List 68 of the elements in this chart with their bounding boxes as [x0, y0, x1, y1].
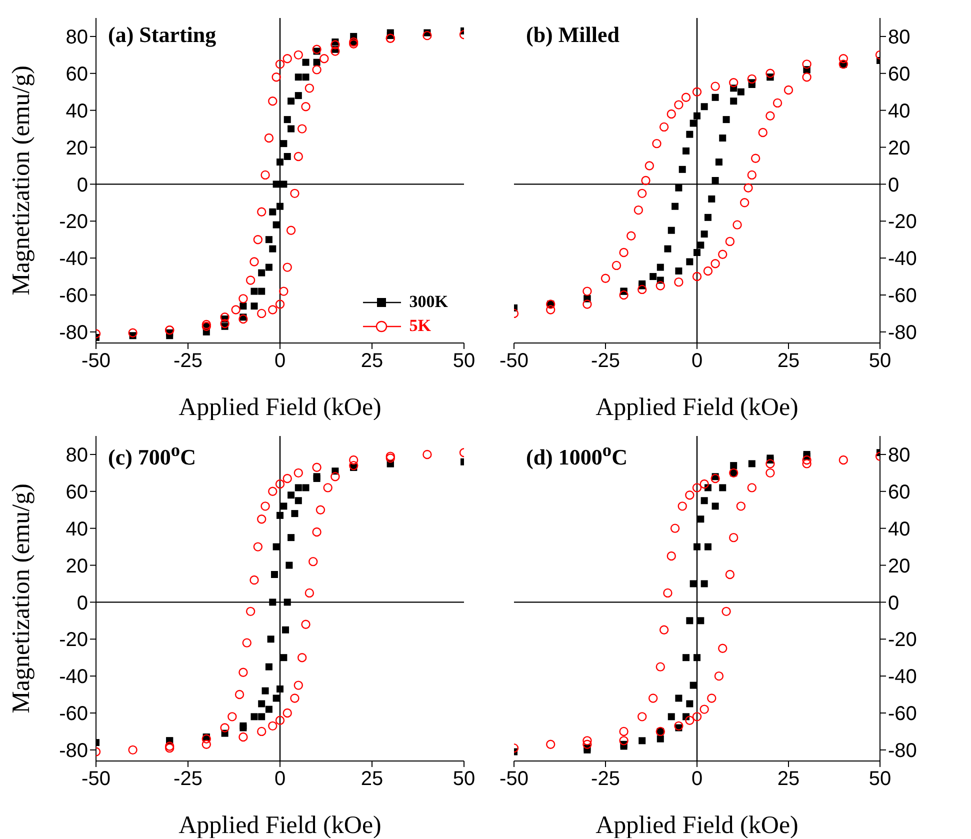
chart-title: (d) 1000$^{o}$C — [526, 440, 628, 470]
y2-tick-label: -40 — [888, 666, 917, 688]
y-tick-label: 20 — [66, 137, 88, 160]
y2-tick-label: 80 — [888, 444, 910, 467]
y-tick-label: -60 — [59, 285, 88, 308]
y-tick-label: -40 — [59, 666, 88, 688]
y2-tick-label: 60 — [888, 482, 910, 504]
x-axis-title: Applied Field (kOe) — [596, 812, 798, 839]
y-tick-label: -20 — [59, 629, 88, 652]
y-tick-label: 40 — [66, 100, 88, 122]
y-tick-label: -80 — [59, 322, 88, 344]
chart-title: (b) Milled — [526, 22, 620, 48]
y-tick-label: -20 — [59, 211, 88, 234]
y-tick-label: -40 — [59, 248, 88, 270]
y2-tick-label: 20 — [888, 137, 910, 160]
y-tick-label: 0 — [76, 174, 88, 196]
y2-tick-label: 40 — [888, 100, 910, 122]
x-tick-label: 0 — [691, 350, 703, 372]
x-tick-label: 0 — [274, 350, 286, 372]
x-tick-label: 50 — [452, 768, 476, 790]
chart-title: (a) Starting — [108, 22, 216, 48]
y-tick-label: 60 — [66, 64, 88, 86]
y2-tick-label: -80 — [888, 322, 917, 344]
y2-tick-label: 60 — [888, 64, 910, 86]
x-tick-label: 50 — [868, 768, 892, 790]
y2-tick-label: -40 — [888, 248, 917, 270]
y-axis-title: Magnetization (emu/g) — [8, 484, 35, 714]
legend-label: 300K — [409, 292, 448, 312]
x-tick-label: -50 — [82, 350, 110, 372]
x-tick-label: 25 — [360, 350, 384, 372]
x-tick-label: 0 — [691, 768, 703, 790]
y-tick-label: 80 — [66, 444, 88, 467]
y2-tick-label: 80 — [888, 26, 910, 49]
x-tick-label: 0 — [274, 768, 286, 790]
x-tick-label: 50 — [868, 350, 892, 372]
y-tick-label: 60 — [66, 482, 88, 504]
y2-tick-label: 40 — [888, 518, 910, 540]
y2-tick-label: -60 — [888, 703, 917, 726]
legend-label: 5K — [409, 316, 431, 336]
y2-tick-label: 0 — [888, 174, 900, 196]
x-tick-label: -50 — [500, 350, 528, 372]
x-axis-title: Applied Field (kOe) — [178, 812, 382, 839]
x-axis-title: Applied Field (kOe) — [596, 394, 798, 421]
y-tick-label: 80 — [66, 26, 88, 49]
y-tick-label: -60 — [59, 703, 88, 726]
x-tick-label: -25 — [174, 768, 202, 790]
chart-title: (c) 700$^{o}$C — [108, 440, 196, 470]
y2-tick-label: -80 — [888, 740, 917, 762]
x-tick-label: -25 — [591, 350, 620, 372]
y-tick-label: 20 — [66, 555, 88, 578]
x-tick-label: 25 — [360, 768, 384, 790]
y-axis-title: Magnetization (emu/g) — [8, 66, 35, 296]
y2-tick-label: 0 — [888, 592, 900, 614]
x-tick-label: -50 — [82, 768, 110, 790]
x-tick-label: 50 — [452, 350, 476, 372]
x-tick-label: 25 — [777, 350, 800, 372]
y2-tick-label: -20 — [888, 629, 917, 652]
y-tick-label: 40 — [66, 518, 88, 540]
y2-tick-label: -60 — [888, 285, 917, 308]
x-tick-label: -50 — [500, 768, 528, 790]
y2-tick-label: -20 — [888, 211, 917, 234]
x-tick-label: -25 — [174, 350, 202, 372]
y-tick-label: -80 — [59, 740, 88, 762]
x-tick-label: -25 — [591, 768, 620, 790]
x-axis-title: Applied Field (kOe) — [178, 394, 382, 421]
y2-tick-label: 20 — [888, 555, 910, 578]
y-tick-label: 0 — [76, 592, 88, 614]
x-tick-label: 25 — [777, 768, 800, 790]
